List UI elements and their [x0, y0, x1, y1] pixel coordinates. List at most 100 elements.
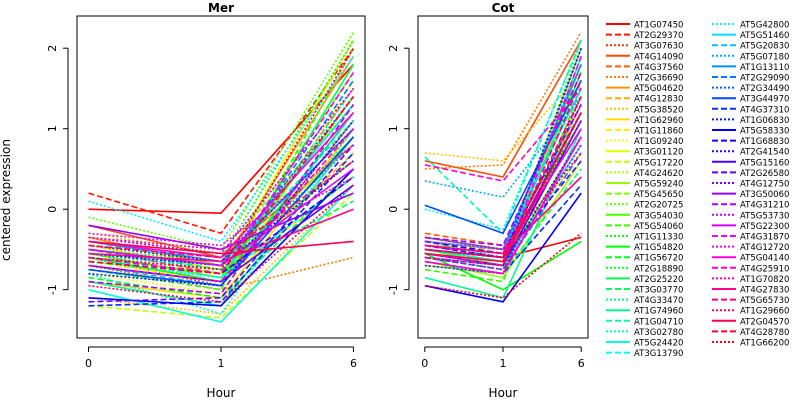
- series-line-AT5G59240: [424, 160, 582, 279]
- x-tick-label: 0: [85, 357, 92, 370]
- y-tick-label: 1: [46, 125, 59, 132]
- legend-label: AT3G03770: [634, 286, 683, 296]
- legend-item-AT5G04140: AT5G04140: [712, 254, 789, 264]
- legend-label: AT4G12830: [634, 95, 683, 105]
- series-line-AT2G18890: [424, 47, 582, 259]
- legend-item-AT4G31870: AT4G31870: [712, 233, 789, 243]
- legend-item-AT4G37310: AT4G37310: [712, 105, 789, 115]
- series-line-AT5G38520: [88, 184, 355, 315]
- legend-label: AT1G04710: [634, 317, 683, 327]
- legend-label: AT1G56720: [634, 254, 683, 264]
- series-line-AT4G37310: [88, 152, 355, 307]
- legend-item-AT5G24420: AT5G24420: [606, 339, 683, 349]
- series-line-AT5G59240: [88, 136, 355, 275]
- legend-item-AT1G54820: AT1G54820: [606, 243, 683, 253]
- x-axis: 0 1 6 Hour: [421, 346, 585, 400]
- legend-label: AT1G74960: [634, 307, 683, 317]
- legend-item-AT4G27830: AT4G27830: [712, 286, 789, 296]
- series-line-AT5G15160: [88, 184, 354, 283]
- legend-item-AT2G20725: AT2G20725: [606, 201, 683, 211]
- x-tick-label: 0: [421, 357, 428, 370]
- legend-label: AT4G24620: [634, 169, 683, 179]
- legend-item-AT1G74960: AT1G74960: [606, 307, 683, 317]
- legend-label: AT5G51460: [740, 31, 789, 41]
- series-line-AT2G36690: [424, 31, 582, 170]
- series-line-AT5G17220: [88, 192, 355, 319]
- legend-label: AT1G66200: [740, 339, 789, 349]
- legend-label: AT3G50060: [740, 190, 789, 200]
- legend-item-AT3G01120: AT3G01120: [606, 148, 683, 158]
- series-line-AT4G28780: [88, 96, 355, 275]
- legend-label: AT1G11860: [634, 127, 683, 137]
- series-line-AT5G54060: [88, 47, 355, 291]
- legend-item-AT5G53730: AT5G53730: [712, 211, 789, 221]
- series-line-AT4G27830: [424, 176, 582, 255]
- legend-label: AT5G04140: [740, 254, 789, 264]
- legend-item-AT5G15160: AT5G15160: [712, 158, 789, 168]
- series-lines: [88, 31, 355, 323]
- series-line-AT1G66200: [88, 47, 355, 271]
- series-lines: [424, 31, 582, 303]
- legend-item-AT1G13110: AT1G13110: [712, 63, 789, 73]
- legend-item-AT3G50060: AT3G50060: [712, 190, 789, 200]
- legend-label: AT2G34490: [740, 84, 789, 94]
- legend-label: AT4G12750: [740, 180, 789, 190]
- legend-label: AT1G09240: [634, 137, 683, 147]
- series-line-AT2G04570: [88, 240, 354, 255]
- legend-label: AT4G12720: [740, 243, 789, 253]
- legend-label: AT5G65730: [740, 296, 789, 306]
- legend-item-AT1G62960: AT1G62960: [606, 116, 683, 126]
- legend-item-AT1G06830: AT1G06830: [712, 116, 789, 126]
- x-axis: 0 1 6 Hour: [85, 346, 357, 400]
- panel-mer: Mer 0 1 6 Hour -1 0 1 2: [46, 1, 366, 400]
- y-axis-label: centered expression: [0, 139, 13, 261]
- legend-label: AT1G68830: [740, 137, 789, 147]
- panels: Mer 0 1 6 Hour -1 0 1 2 Cot 0 1 6 Hour -1 0 1 2: [46, 1, 589, 400]
- y-tick-label: 2: [46, 45, 59, 52]
- series-line-AT3G03770: [424, 168, 582, 275]
- series-line-AT4G33470: [88, 87, 355, 279]
- series-line-AT5G58330: [88, 168, 355, 307]
- legend-label: AT4G31210: [740, 201, 789, 211]
- series-line-AT1G29660: [88, 184, 355, 303]
- legend-label: AT5G53730: [740, 211, 789, 221]
- legend-label: AT5G17220: [634, 158, 683, 168]
- legend-item-AT4G12830: AT4G12830: [606, 95, 683, 105]
- legend-item-AT2G34490: AT2G34490: [712, 84, 789, 94]
- x-tick-label: 1: [218, 357, 225, 370]
- legend-item-AT3G44970: AT3G44970: [712, 95, 789, 105]
- legend-label: AT5G15160: [740, 158, 789, 168]
- legend-item-AT1G66200: AT1G66200: [712, 339, 789, 349]
- legend-item-AT1G68830: AT1G68830: [712, 137, 789, 147]
- legend-label: AT2G29370: [634, 31, 683, 41]
- legend-label: AT2G18890: [634, 264, 683, 274]
- series-line-AT4G14090: [424, 39, 582, 178]
- legend-label: AT2G41540: [740, 148, 789, 158]
- legend-item-AT1G09240: AT1G09240: [606, 137, 683, 147]
- legend-item-AT2G29370: AT2G29370: [606, 31, 683, 41]
- legend-label: AT4G27830: [740, 286, 789, 296]
- legend-label: AT5G22300: [740, 222, 789, 232]
- legend-label: AT3G13790: [634, 349, 683, 359]
- legend-item-AT5G20830: AT5G20830: [712, 42, 789, 52]
- series-line-AT1G09240: [88, 79, 355, 295]
- legend-label: AT5G59240: [634, 180, 683, 190]
- legend-label: AT4G25910: [740, 264, 789, 274]
- legend-item-AT2G29090: AT2G29090: [712, 74, 789, 84]
- legend-label: AT1G13110: [740, 63, 789, 73]
- series-line-AT1G29660: [424, 152, 582, 251]
- series-line-AT2G29370: [88, 47, 355, 235]
- legend-item-AT5G17220: AT5G17220: [606, 158, 683, 168]
- series-line-AT1G06830: [88, 120, 355, 287]
- legend-item-AT5G38520: AT5G38520: [606, 105, 683, 115]
- legend-item-AT2G25220: AT2G25220: [606, 275, 683, 285]
- legend-label: AT3G54030: [634, 211, 683, 221]
- legend-label: AT5G20830: [740, 42, 789, 52]
- legend-label: AT3G07630: [634, 42, 683, 52]
- series-line-AT3G13790: [88, 176, 354, 279]
- legend-item-AT4G33470: AT4G33470: [606, 296, 683, 306]
- y-tick-label: 2: [387, 45, 400, 52]
- legend-label: AT4G14090: [634, 52, 683, 62]
- legend-item-AT5G07180: AT5G07180: [712, 52, 789, 62]
